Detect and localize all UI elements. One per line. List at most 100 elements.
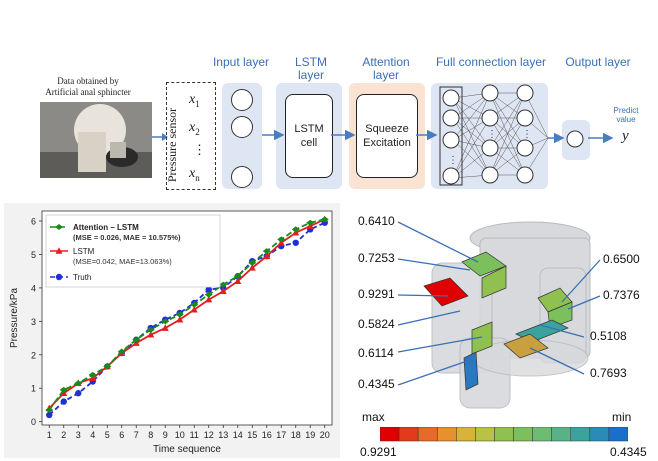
x-axis-label: Time sequence — [153, 444, 221, 455]
output-symbol: y — [622, 128, 629, 144]
data-point — [204, 291, 213, 298]
input-node — [231, 116, 253, 138]
data-point — [292, 239, 299, 246]
data-point — [205, 286, 212, 293]
y-tick-label: 3 — [31, 317, 36, 327]
sphincter-photo — [40, 102, 152, 178]
network-connections: ⋮ ⋮ ⋮ — [262, 84, 614, 186]
data-point — [45, 406, 54, 413]
legend-label: Attention – LSTM — [73, 223, 139, 232]
data-point — [263, 252, 271, 259]
legend-label: LSTM — [73, 247, 95, 256]
layer-title-attention: Attention layer — [362, 55, 410, 82]
x-tick-label: 2 — [61, 430, 66, 440]
color-scale-segment — [398, 427, 419, 442]
heat-plate — [423, 277, 469, 307]
x-tick-label: 6 — [119, 430, 124, 440]
x-tick-label: 12 — [204, 430, 214, 440]
data-point — [291, 226, 300, 233]
data-point — [147, 330, 155, 338]
data-point — [175, 311, 184, 318]
heat-value-label: 0.5108 — [590, 329, 627, 343]
y-tick-label: 1 — [31, 384, 36, 394]
y-tick-label: 2 — [31, 350, 36, 360]
x-tick-label: 4 — [90, 430, 95, 440]
y-tick-label: 0 — [31, 417, 36, 427]
lstm-cell: LSTM cell — [285, 94, 333, 178]
svg-text:⋮: ⋮ — [448, 155, 458, 166]
x-tick-label: 10 — [175, 430, 185, 440]
heat-value-label: 0.7253 — [358, 251, 395, 265]
heat-value-label: 0.6114 — [358, 346, 394, 360]
color-scale-segment — [608, 427, 628, 442]
color-scale-segment — [532, 427, 552, 442]
data-point — [320, 216, 329, 223]
scale-min-label: min — [612, 410, 632, 424]
color-scale-segment — [551, 427, 572, 442]
input-ellipsis: ⋮ — [193, 142, 206, 157]
layer-title-lstm: LSTM layer — [294, 55, 327, 82]
color-scale-segment — [456, 427, 476, 442]
data-point — [60, 398, 67, 405]
heat-value-label: 0.4345 — [358, 377, 395, 391]
data-point — [262, 248, 271, 255]
heat-value-label: 0.6410 — [358, 214, 395, 228]
x-tick-label: 14 — [233, 430, 243, 440]
heat-value-label: 0.5824 — [358, 317, 395, 331]
sphincter-model-render — [423, 221, 591, 409]
x-tick-label: 19 — [305, 430, 315, 440]
data-point — [88, 371, 97, 378]
heat-value-label: 0.6500 — [603, 252, 640, 266]
layer-title-output: Output layer — [565, 55, 631, 69]
x-tick-label: 17 — [276, 430, 286, 440]
legend-sublabel: (MSE = 0.026, MAE = 10.575%) — [73, 233, 181, 242]
color-scale-segment — [589, 427, 610, 442]
x-tick-label: 7 — [134, 430, 139, 440]
data-point — [219, 281, 228, 288]
data-point — [248, 259, 257, 266]
x-tick-label: 1 — [47, 430, 52, 440]
color-scale-segment — [417, 427, 438, 442]
y-tick-label: 6 — [31, 217, 36, 227]
heat-plate — [471, 321, 493, 355]
color-scale-segment — [380, 427, 400, 442]
data-point — [75, 390, 82, 397]
x-tick-label: 11 — [190, 430, 199, 440]
data-point — [161, 318, 170, 325]
data-point — [219, 287, 227, 295]
x-tick-label: 8 — [148, 430, 153, 440]
data-point — [234, 277, 242, 285]
data-point — [161, 324, 169, 331]
layer-title-input: Input layer — [212, 55, 270, 69]
y-tick-label: 4 — [31, 283, 36, 293]
data-point — [176, 315, 184, 323]
data-point — [59, 386, 68, 393]
data-point — [190, 305, 198, 313]
heat-value-label: 0.7376 — [603, 288, 640, 302]
sensor-box — [166, 82, 216, 190]
scale-max-label: max — [362, 410, 385, 424]
squeeze-excitation-block: Squeeze Excitation — [356, 94, 418, 178]
data-point — [117, 348, 126, 355]
scale-min-value: 0.4345 — [610, 445, 647, 459]
x-tick-label: 18 — [291, 430, 301, 440]
input-node — [231, 89, 253, 111]
photo-caption: Data obtained by Artificial anal sphinct… — [45, 76, 131, 97]
legend-marker — [55, 247, 63, 254]
data-point — [103, 363, 112, 370]
x-tick-label: 15 — [247, 430, 257, 440]
data-point — [190, 301, 199, 308]
color-scale-bar — [380, 427, 628, 442]
color-scale-segment — [436, 427, 457, 442]
x-tick-label: 5 — [105, 430, 110, 440]
input-x1: x1 — [189, 92, 200, 109]
data-point — [46, 411, 53, 419]
heat-plate — [481, 265, 507, 299]
predict-value-label: Predict value — [613, 106, 639, 124]
color-scale-segment — [494, 427, 514, 442]
data-point — [233, 273, 242, 280]
data-point — [248, 264, 256, 271]
y-axis-label: Pressure/kPa — [9, 288, 20, 348]
svg-text:⋮: ⋮ — [487, 129, 497, 140]
